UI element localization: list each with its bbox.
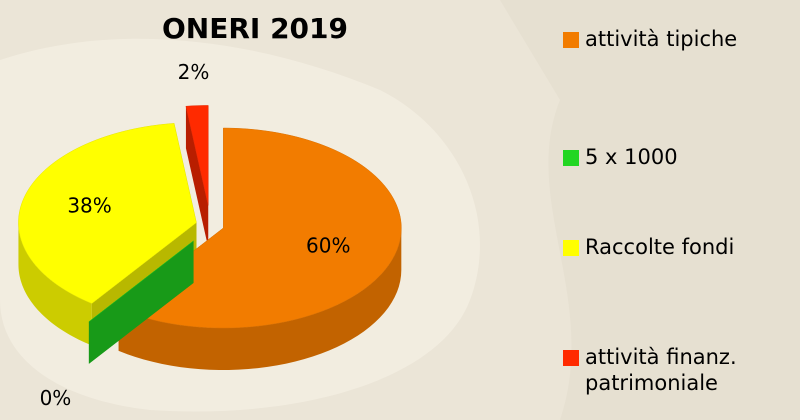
slice-side bbox=[18, 222, 92, 346]
legend-label: 5 x 1000 bbox=[585, 145, 678, 169]
legend-label: Raccolte fondi bbox=[585, 235, 734, 259]
legend-swatch bbox=[563, 350, 579, 366]
slice bbox=[88, 240, 194, 322]
legend-label: attività finanz. patrimoniale bbox=[585, 345, 737, 395]
legend-label: attività tipiche bbox=[585, 27, 737, 51]
slice-side bbox=[185, 106, 209, 248]
slice bbox=[18, 123, 197, 304]
slice-side bbox=[118, 228, 402, 371]
legend-swatch bbox=[563, 150, 579, 166]
slice-side bbox=[88, 240, 194, 364]
value-label: 60% bbox=[306, 234, 350, 258]
legend-swatch bbox=[563, 240, 579, 256]
legend-swatch bbox=[563, 32, 579, 48]
value-label: 2% bbox=[178, 60, 210, 84]
slice bbox=[185, 105, 209, 206]
map-shape bbox=[500, 0, 800, 420]
value-label: 38% bbox=[67, 194, 111, 218]
value-label: 0% bbox=[40, 386, 72, 410]
chart-title: ONERI 2019 bbox=[162, 12, 348, 45]
